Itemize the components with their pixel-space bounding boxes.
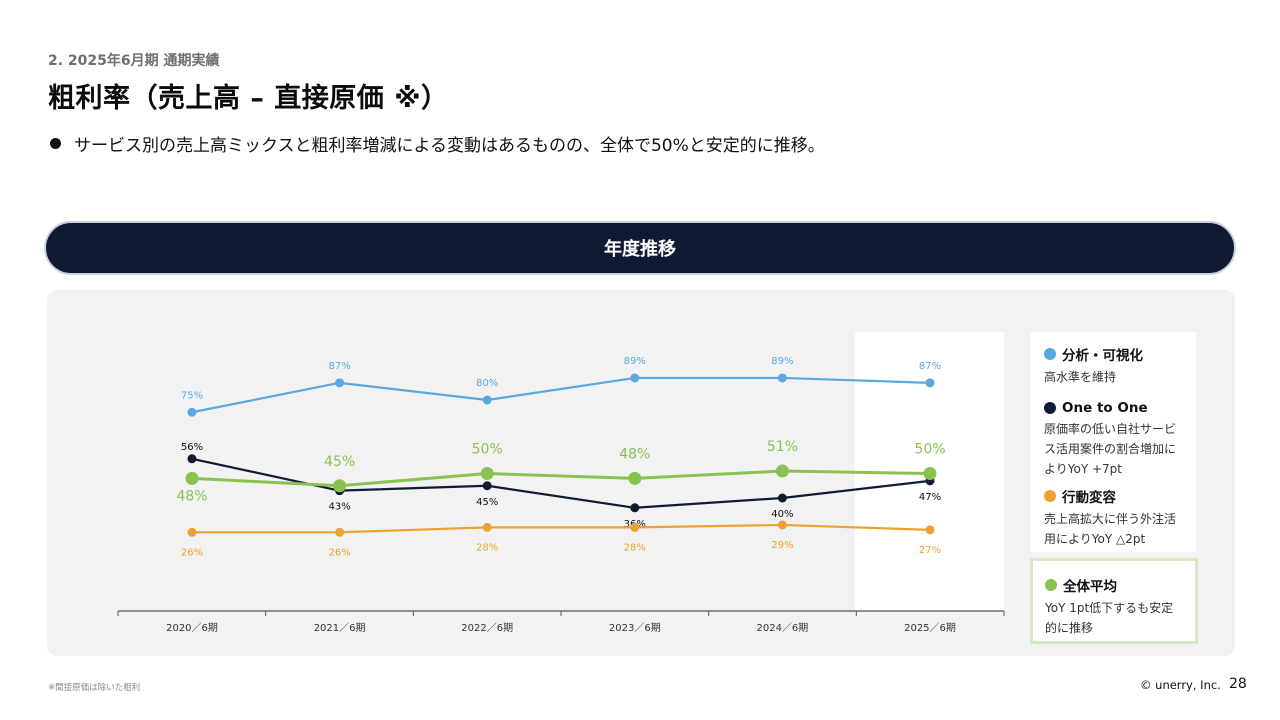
legend-desc: 高水準を維持: [1044, 370, 1117, 384]
data-label: 48%: [619, 446, 650, 462]
series-line: [191, 469, 931, 488]
bullet-icon: [50, 138, 61, 149]
data-point: [335, 527, 345, 537]
data-label: 45%: [476, 497, 498, 508]
x-tick-label: 2024／6期: [756, 622, 808, 634]
data-point: [925, 525, 935, 535]
data-label: 26%: [328, 547, 350, 558]
data-label: 80%: [476, 378, 498, 389]
data-point: [333, 479, 347, 493]
data-point: [630, 373, 640, 383]
legend-dot-icon: [1044, 348, 1056, 360]
data-point: [185, 471, 199, 485]
page-number: 28: [1229, 676, 1247, 692]
page-title: 粗利率（売上高 – 直接原価 ※）: [48, 83, 449, 114]
x-tick-label: 2020／6期: [166, 622, 218, 634]
data-point: [628, 471, 642, 485]
legend-item-analysis: 分析・可視化 高水準を維持: [1044, 344, 1184, 387]
data-label: 47%: [919, 492, 941, 503]
data-point: [630, 522, 640, 532]
data-label: 50%: [914, 442, 945, 458]
chart-banner: 年度推移: [46, 223, 1234, 273]
x-tick-label: 2022／6期: [461, 622, 513, 634]
data-label: 40%: [771, 509, 793, 520]
data-label: 75%: [181, 390, 203, 401]
legend-item-average: 全体平均 YoY 1pt低下するも安定的に推移: [1030, 558, 1198, 644]
data-point: [777, 493, 787, 503]
data-point: [775, 464, 789, 478]
data-label: 28%: [476, 542, 498, 553]
data-point: [777, 520, 787, 530]
legend-dot-icon: [1044, 402, 1056, 414]
data-point: [630, 503, 640, 513]
copyright: © unerry, Inc.: [1140, 678, 1221, 692]
footnote: ※間接原価は除いた粗利: [48, 683, 141, 693]
legend-dot-icon: [1045, 579, 1057, 591]
x-tick-label: 2023／6期: [609, 622, 661, 634]
data-point: [187, 407, 197, 417]
data-label: 56%: [181, 442, 203, 453]
legend-label: One to One: [1062, 400, 1148, 416]
legend-desc: 原価率の低い自社サービス活用案件の割合増加によりYoY +7pt: [1044, 422, 1177, 476]
data-label: 43%: [328, 502, 350, 513]
x-tick-label: 2021／6期: [314, 622, 366, 634]
data-label: 89%: [771, 356, 793, 367]
series-line: [192, 523, 931, 534]
x-tick-label: 2025／6期: [904, 622, 956, 634]
legend-label: 行動変容: [1062, 490, 1116, 506]
data-point: [187, 527, 197, 537]
data-point: [777, 373, 787, 383]
legend-label: 全体平均: [1063, 579, 1117, 595]
data-label: 48%: [176, 488, 207, 504]
legend-dot-icon: [1044, 490, 1056, 502]
data-label: 87%: [919, 361, 941, 372]
data-label: 27%: [919, 545, 941, 556]
data-label: 89%: [624, 356, 646, 367]
data-point: [923, 467, 937, 480]
summary-bullet: サービス別の売上高ミックスと粗利率増減による変動はあるものの、全体で50%と安定…: [50, 131, 825, 156]
summary-text: サービス別の売上高ミックスと粗利率増減による変動はあるものの、全体で50%と安定…: [74, 136, 825, 156]
data-point: [482, 522, 492, 532]
data-point: [925, 378, 935, 388]
data-point: [187, 454, 197, 464]
data-label: 45%: [324, 454, 355, 470]
legend-item-one-to-one: One to One 原価率の低い自社サービス活用案件の割合増加によりYoY +…: [1044, 400, 1184, 479]
data-label: 29%: [771, 540, 793, 551]
legend-panel: 分析・可視化 高水準を維持 One to One 原価率の低い自社サービス活用案…: [1030, 332, 1196, 552]
series-line: [191, 376, 931, 414]
data-point: [482, 481, 492, 491]
legend-label: 分析・可視化: [1062, 348, 1143, 364]
data-label: 51%: [767, 439, 798, 455]
data-label: 87%: [328, 361, 350, 372]
data-point: [480, 467, 494, 480]
data-label: 26%: [181, 547, 203, 558]
banner-title: 年度推移: [604, 239, 676, 260]
data-label: 50%: [472, 442, 503, 458]
data-label: 28%: [624, 542, 646, 553]
data-point: [335, 378, 345, 388]
legend-item-behavior: 行動変容 売上高拡大に伴う外注活用によりYoY △2pt: [1044, 486, 1184, 549]
section-label: 2. 2025年6月期 通期実績: [48, 53, 220, 69]
data-point: [482, 395, 492, 405]
legend-desc: YoY 1pt低下するも安定的に推移: [1045, 601, 1174, 635]
legend-desc: 売上高拡大に伴う外注活用によりYoY △2pt: [1044, 512, 1177, 546]
